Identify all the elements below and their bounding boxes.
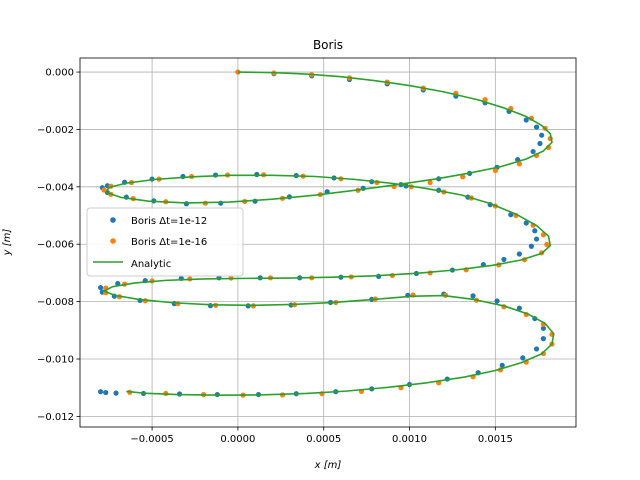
y-tick-label: −0.008 (37, 297, 74, 308)
data-point (539, 132, 545, 138)
series-layer (98, 69, 555, 398)
data-point (98, 284, 104, 291)
legend: Boris Δt=1e-12 Boris Δt=1e-16 Analytic (86, 207, 244, 277)
data-point (508, 212, 514, 218)
data-point (516, 161, 522, 167)
y-tick-label: −0.010 (37, 354, 74, 365)
data-point (533, 236, 540, 242)
data-point (98, 389, 104, 395)
data-point (544, 241, 550, 248)
legend-marker-boris-1e-16 (110, 238, 116, 244)
data-point (254, 171, 260, 178)
plot-frame (79, 57, 577, 428)
legend-label-boris-1e-12: Boris Δt=1e-12 (131, 216, 207, 227)
data-point (101, 187, 107, 193)
data-point (113, 390, 119, 396)
data-point (523, 220, 529, 226)
data-point (530, 148, 536, 155)
legend-marker-boris-1e-12 (110, 217, 116, 223)
data-point (183, 201, 190, 207)
x-tick-label: −0.0005 (130, 434, 173, 445)
x-tick-label: 0.0015 (478, 434, 513, 445)
y-tick-label: 0.000 (45, 68, 74, 79)
series-line-analytic (103, 71, 555, 396)
data-point (501, 256, 507, 263)
data-point (537, 140, 543, 147)
data-point (540, 350, 546, 357)
data-point (520, 355, 526, 361)
legend-label-analytic: Analytic (131, 259, 171, 270)
data-point (532, 228, 538, 234)
data-point (427, 179, 433, 186)
data-point (460, 174, 466, 180)
data-point (516, 251, 522, 257)
data-point (492, 167, 498, 174)
data-point (470, 293, 476, 299)
y-axis-ticks: 0.000 −0.002 −0.004 −0.006 −0.008 −0.010 −0.01… (37, 68, 80, 423)
data-point (528, 243, 534, 249)
x-axis-ticks: −0.0005 0.0000 0.0005 0.0010 0.0015 (130, 427, 513, 445)
data-point (494, 298, 500, 304)
y-tick-label: −0.006 (37, 240, 74, 251)
x-tick-label: 0.0005 (306, 434, 341, 445)
legend-label-boris-1e-16: Boris Δt=1e-16 (131, 237, 207, 248)
data-point (516, 305, 522, 311)
y-axis-label: y [m] (2, 229, 13, 257)
data-point (218, 200, 224, 206)
chart-title: Boris (313, 38, 343, 52)
y-tick-label: −0.004 (37, 182, 74, 193)
x-tick-label: 0.0010 (392, 434, 427, 445)
x-axis-label: x [m] (314, 460, 342, 471)
y-tick-label: −0.012 (37, 412, 74, 423)
data-point (533, 124, 540, 130)
legend-box (86, 207, 244, 277)
data-point (540, 325, 546, 331)
y-tick-label: −0.002 (37, 125, 74, 136)
data-point (499, 362, 505, 368)
data-point (523, 117, 529, 123)
x-tick-label: 0.0000 (220, 434, 255, 445)
data-point (533, 346, 540, 352)
data-point (540, 336, 546, 342)
data-point (103, 389, 109, 396)
